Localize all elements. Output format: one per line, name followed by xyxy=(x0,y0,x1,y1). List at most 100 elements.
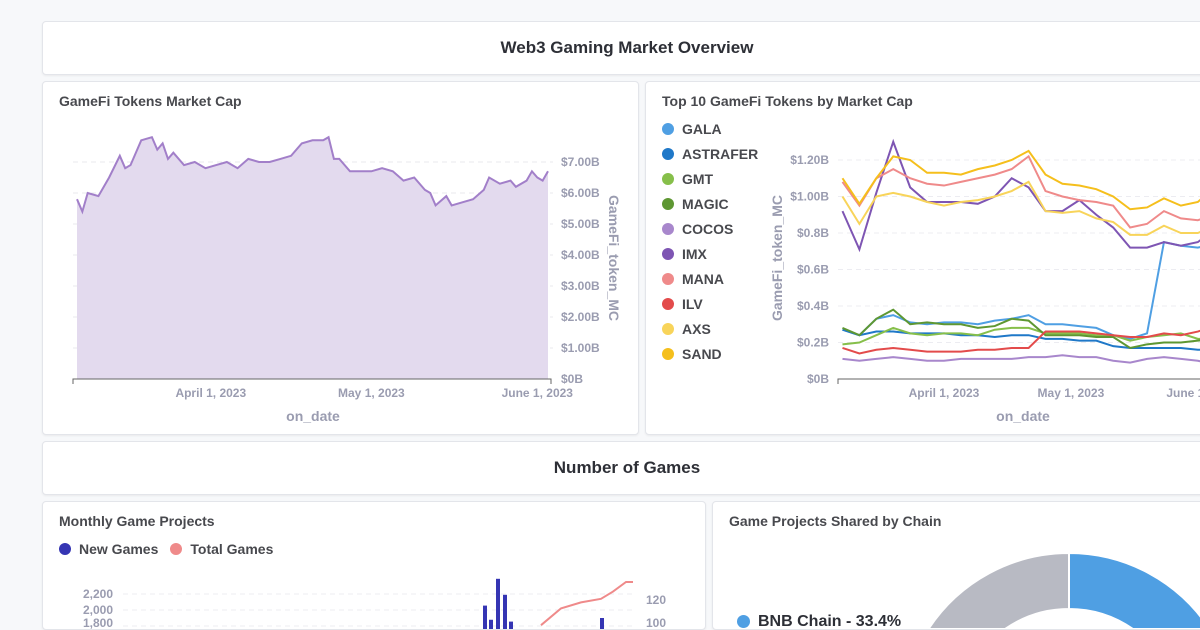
area-fill xyxy=(77,137,548,379)
x-tick-label: June 1, 2023 xyxy=(1166,386,1200,400)
y-tick-label: $2.00B xyxy=(561,310,600,324)
x-axis-title: on_date xyxy=(286,408,340,424)
series-line-sand xyxy=(841,149,1200,211)
slice-other xyxy=(927,551,1070,629)
legend-item-sand[interactable]: SAND xyxy=(662,341,758,366)
legend-item-gmt[interactable]: GMT xyxy=(662,166,758,191)
x-tick-label: May 1, 2023 xyxy=(1038,386,1105,400)
y-tick-label: $1.20B xyxy=(790,153,829,167)
x-tick-label: April 1, 2023 xyxy=(909,386,980,400)
y-axis-title: GameFi_token_MC xyxy=(769,195,785,321)
y-tick-label-left: 2,000 xyxy=(83,603,113,617)
legend-item-cocos[interactable]: COCOS xyxy=(662,216,758,241)
legend-label: SAND xyxy=(682,345,722,362)
legend-label: AXS xyxy=(682,320,711,337)
legend-item-magic[interactable]: MAGIC xyxy=(662,191,758,216)
legend-label: GMT xyxy=(682,170,714,187)
series-line-ilv xyxy=(842,329,1200,355)
y-tick-label: $4.00B xyxy=(561,248,600,262)
y-tick-label-right: 100 xyxy=(646,616,666,629)
series-line-imx xyxy=(841,138,1200,253)
x-tick-label: April 1, 2023 xyxy=(175,386,246,400)
area-line xyxy=(76,135,549,215)
bar-new-games xyxy=(483,605,487,629)
x-axis xyxy=(837,378,1200,384)
x-axis-title: on_date xyxy=(996,408,1050,424)
series-line-astrafer xyxy=(842,328,1200,351)
legend-item-imx[interactable]: IMX xyxy=(662,241,758,266)
chart-title: Game Projects Shared by Chain xyxy=(729,513,942,529)
legend-dot xyxy=(662,322,674,335)
legend-label: IMX xyxy=(682,245,707,262)
legend-dot xyxy=(170,542,183,555)
series-line-cocos xyxy=(842,354,1200,364)
chart-title: GameFi Tokens Market Cap xyxy=(59,93,242,109)
legend-dot xyxy=(662,147,674,160)
legend-item-axs[interactable]: AXS xyxy=(662,316,758,341)
legend-dot xyxy=(59,542,71,555)
series-line-axs xyxy=(841,180,1200,236)
legend-dot xyxy=(662,297,674,310)
legend-label: ILV xyxy=(682,295,703,312)
legend-item-ilv[interactable]: ILV xyxy=(662,291,758,316)
y-tick-label: $1.00B xyxy=(790,190,829,204)
y-tick-label: $0.6B xyxy=(797,263,829,277)
bar-new-games xyxy=(489,619,493,629)
legend-item-bnb-chain[interactable]: BNB Chain - 33.4% xyxy=(737,614,901,629)
legend-label: BNB Chain - 33.4% xyxy=(758,613,902,630)
monthly-legend: New Games Total Games xyxy=(59,536,273,561)
chain-legend: BNB Chain - 33.4% xyxy=(737,614,901,629)
legend-label: COCOS xyxy=(682,220,734,237)
y-tick-label-left: 2,200 xyxy=(83,587,113,601)
y-tick-label: $5.00B xyxy=(561,217,600,231)
y-tick-label: $7.00B xyxy=(561,155,600,169)
legend-label: New Games xyxy=(79,540,159,557)
legend-label: MAGIC xyxy=(682,195,729,212)
legend-item-gala[interactable]: GALA xyxy=(662,116,758,141)
series-line-mana xyxy=(841,154,1200,229)
y-tick-label: $0B xyxy=(561,372,583,386)
legend-label: ASTRAFER xyxy=(682,145,759,162)
legend-dot xyxy=(662,222,674,235)
x-axis xyxy=(72,378,552,384)
legend-item-mana[interactable]: MANA xyxy=(662,266,758,291)
y-tick-label: $6.00B xyxy=(561,186,600,200)
y-tick-label: $0.4B xyxy=(797,299,829,313)
line-total-games xyxy=(540,581,633,626)
top10-tokens-chart: $0B $0.2B $0.4B $0.6B $0.8B $1.00B $1.20B April… xyxy=(769,138,1200,424)
legend-item-new-games[interactable]: New Games xyxy=(59,536,158,561)
legend-dot xyxy=(662,122,674,135)
chart-title: Monthly Game Projects xyxy=(59,513,215,529)
legend-label: GALA xyxy=(682,120,722,137)
dashboard-title-card: Web3 Gaming Market Overview xyxy=(42,21,1200,75)
slice-bnb-chain xyxy=(1068,551,1200,629)
chain-share-card: Game Projects Shared by Chain BNB Chain … xyxy=(712,501,1200,630)
legend-dot xyxy=(662,172,674,185)
legend-dot xyxy=(662,197,674,210)
gamefi-market-cap-chart: $0B $1.00B $2.00B $3.00B $4.00B $5.00B $6.00B $… xyxy=(72,135,622,424)
legend-dot xyxy=(662,272,674,285)
gamefi-market-cap-card: GameFi Tokens Market Cap $0B $1.00B $2.00B… xyxy=(42,81,639,435)
legend-dot xyxy=(662,247,674,260)
section-title: Number of Games xyxy=(553,458,701,477)
dashboard-title: Web3 Gaming Market Overview xyxy=(500,38,754,57)
y-tick-label: $3.00B xyxy=(561,279,600,293)
y-tick-label: $0B xyxy=(807,372,829,386)
token-legend: GALA ASTRAFER GMT MAGIC COCOS IMX MANA ILV AXS SA… xyxy=(662,116,758,366)
legend-label: Total Games xyxy=(190,540,274,557)
bar-new-games xyxy=(503,594,507,629)
top10-tokens-card: Top 10 GameFi Tokens by Market Cap GALA A… xyxy=(645,81,1200,435)
y-tick-label: $0.8B xyxy=(797,226,829,240)
legend-item-total-games[interactable]: Total Games xyxy=(170,536,273,561)
legend-item-astrafer[interactable]: ASTRAFER xyxy=(662,141,758,166)
x-tick-label: June 1, 2023 xyxy=(502,386,574,400)
bar-new-games xyxy=(509,621,513,629)
legend-dot xyxy=(662,347,674,360)
chart-title: Top 10 GameFi Tokens by Market Cap xyxy=(662,93,913,109)
y-tick-label-left: 1,800 xyxy=(83,616,113,629)
series-line-gala xyxy=(842,240,1200,340)
y-tick-label: $1.00B xyxy=(561,341,600,355)
bar-new-games xyxy=(600,618,604,629)
legend-label: MANA xyxy=(682,270,724,287)
section-title-card: Number of Games xyxy=(42,441,1200,495)
